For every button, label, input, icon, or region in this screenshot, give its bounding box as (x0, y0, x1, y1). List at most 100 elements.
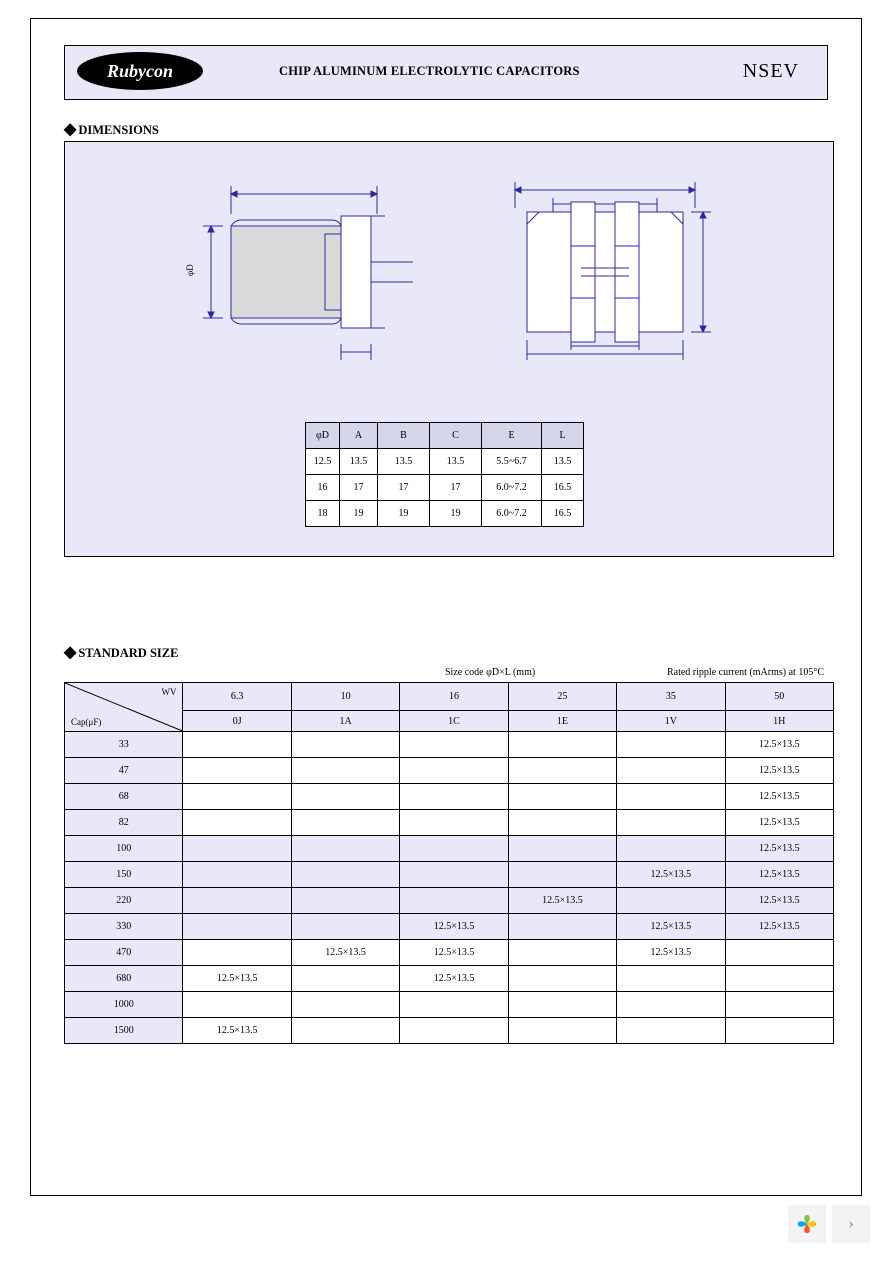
std-table-header-code: 1C (400, 711, 508, 732)
section-label: STANDARD SIZE (78, 646, 178, 661)
series-code: NSEV (743, 60, 799, 83)
dim-table-header: C (430, 423, 482, 449)
dimensions-panel: φD (64, 141, 834, 557)
std-table-rowhead: 680 (65, 966, 183, 992)
std-table-rowhead: 47 (65, 758, 183, 784)
std-table-cell (508, 914, 616, 940)
std-table-cell (508, 1018, 616, 1044)
std-table-cell (508, 992, 616, 1018)
std-table-cell (617, 732, 725, 758)
dim-table-cell: 19 (430, 501, 482, 527)
std-table-cell: 12.5×13.5 (725, 862, 833, 888)
std-table-cell (291, 992, 399, 1018)
std-table-cell (400, 862, 508, 888)
std-table-cell: 12.5×13.5 (617, 914, 725, 940)
std-table-cell: 12.5×13.5 (725, 836, 833, 862)
std-table-cell (183, 836, 291, 862)
std-table-cell (183, 758, 291, 784)
std-table-cell (183, 914, 291, 940)
dim-table-header: φD (306, 423, 340, 449)
footer-nav: › (788, 1205, 870, 1243)
std-table-cell (508, 758, 616, 784)
std-table-cell: 12.5×13.5 (400, 966, 508, 992)
dim-table-cell: 13.5 (430, 449, 482, 475)
std-size-note: Size code φD×L (mm) (445, 667, 535, 678)
dim-table-cell: 19 (378, 501, 430, 527)
brand-logo-text: Rubycon (77, 52, 203, 90)
std-table-cell (400, 992, 508, 1018)
dim-table-cell: 17 (430, 475, 482, 501)
std-table-cell: 12.5×13.5 (183, 1018, 291, 1044)
dim-table-cell: 6.0~7.2 (482, 501, 542, 527)
standard-size-table: WVCap(μF)6.31016253550 0J1A1C1E1V1H 3312… (64, 682, 834, 1044)
std-table-cell: 12.5×13.5 (725, 810, 833, 836)
std-table-cell: 12.5×13.5 (183, 966, 291, 992)
std-table-cell (291, 758, 399, 784)
logo-button[interactable] (788, 1205, 826, 1243)
std-table-header-voltage: 16 (400, 683, 508, 711)
std-table-cell (508, 966, 616, 992)
dim-table-cell: 19 (340, 501, 378, 527)
svg-text:φD: φD (185, 264, 195, 276)
dim-table-cell: 17 (378, 475, 430, 501)
std-table-header-voltage: 25 (508, 683, 616, 711)
std-table-cell (183, 810, 291, 836)
dim-table-header: L (542, 423, 584, 449)
corner-top-label: WV (161, 687, 176, 697)
header-bar: Rubycon CHIP ALUMINUM ELECTROLYTIC CAPAC… (64, 45, 828, 100)
next-page-button[interactable]: › (832, 1205, 870, 1243)
std-table-cell (291, 784, 399, 810)
std-table-cell (617, 1018, 725, 1044)
std-table-cell (291, 836, 399, 862)
dim-table-cell: 16 (306, 475, 340, 501)
std-table-cell (400, 784, 508, 810)
std-table-cell (617, 758, 725, 784)
dimension-diagram: φD (175, 164, 735, 394)
std-table-cell (617, 836, 725, 862)
table-corner: WVCap(μF) (65, 683, 183, 732)
std-table-cell: 12.5×13.5 (400, 914, 508, 940)
std-table-cell: 12.5×13.5 (725, 784, 833, 810)
std-table-cell: 12.5×13.5 (725, 888, 833, 914)
std-table-cell: 12.5×13.5 (725, 914, 833, 940)
std-table-header-code: 1A (291, 711, 399, 732)
std-ripple-note: Rated ripple current (mArms) at 105°C (667, 667, 824, 678)
std-table-cell (617, 888, 725, 914)
std-table-cell: 12.5×13.5 (617, 862, 725, 888)
std-table-cell (617, 810, 725, 836)
std-table-cell (291, 888, 399, 914)
std-table-cell: 12.5×13.5 (400, 940, 508, 966)
dim-table-cell: 18 (306, 501, 340, 527)
diamond-icon: ◆ (64, 645, 76, 661)
std-table-header-code: 0J (183, 711, 291, 732)
std-table-cell: 12.5×13.5 (725, 758, 833, 784)
std-table-cell (508, 836, 616, 862)
std-table-cell (400, 732, 508, 758)
dim-table-cell: 12.5 (306, 449, 340, 475)
std-table-cell (617, 966, 725, 992)
std-table-cell: 12.5×13.5 (617, 940, 725, 966)
std-table-cell (291, 966, 399, 992)
std-table-header-voltage: 50 (725, 683, 833, 711)
diamond-icon: ◆ (64, 122, 76, 138)
std-table-cell (183, 888, 291, 914)
std-table-cell (725, 966, 833, 992)
std-table-rowhead: 1000 (65, 992, 183, 1018)
std-table-cell (183, 992, 291, 1018)
dim-table-cell: 13.5 (340, 449, 378, 475)
std-table-cell (617, 784, 725, 810)
std-table-cell: 12.5×13.5 (291, 940, 399, 966)
std-table-rowhead: 470 (65, 940, 183, 966)
std-table-cell (400, 810, 508, 836)
dimensions-table: φDABCEL 12.513.513.513.55.5~6.713.516171… (305, 422, 584, 527)
std-table-rowhead: 330 (65, 914, 183, 940)
section-heading-standard-size: ◆ STANDARD SIZE (64, 645, 178, 661)
std-table-cell: 12.5×13.5 (725, 732, 833, 758)
std-table-cell: 12.5×13.5 (508, 888, 616, 914)
dim-table-cell: 17 (340, 475, 378, 501)
std-table-header-code: 1H (725, 711, 833, 732)
std-table-cell (291, 732, 399, 758)
std-table-rowhead: 220 (65, 888, 183, 914)
std-table-cell (617, 992, 725, 1018)
std-table-cell (183, 940, 291, 966)
